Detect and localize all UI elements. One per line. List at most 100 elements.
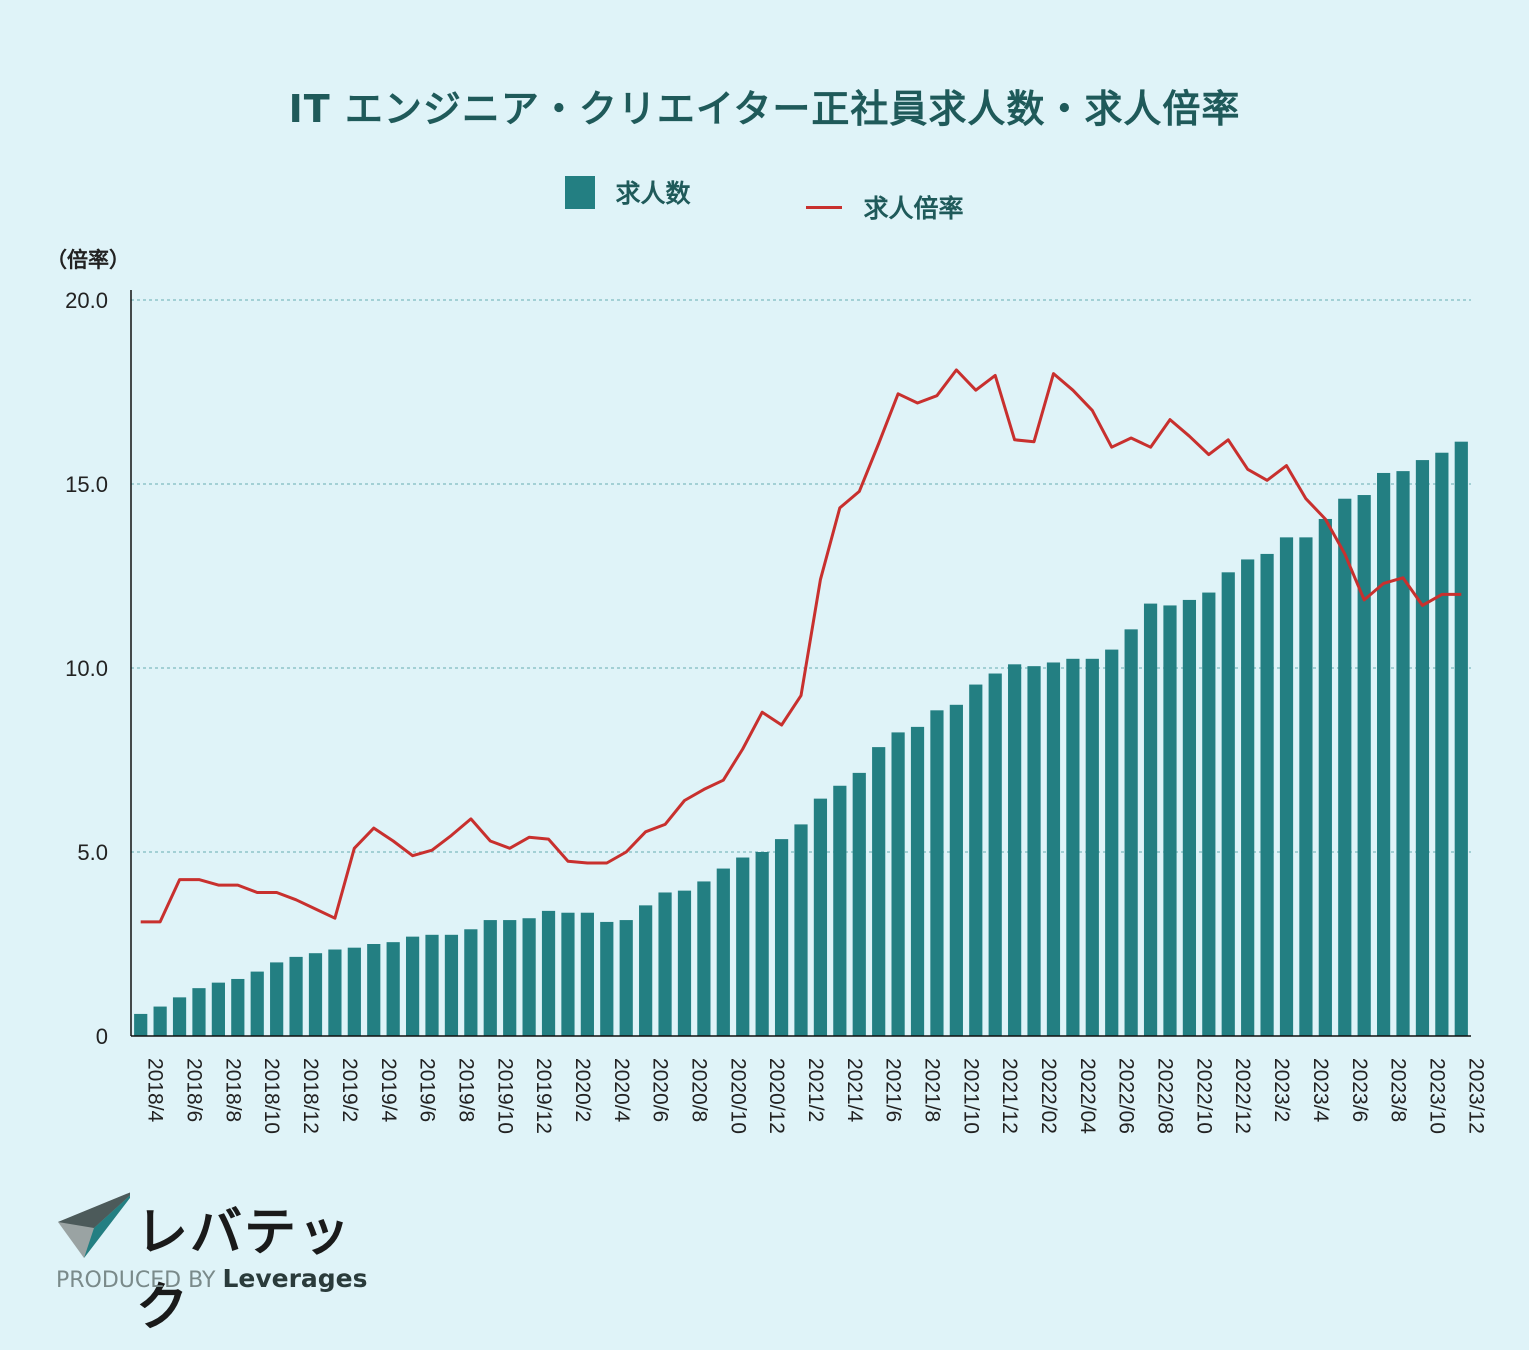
y-axis-unit: （倍率） bbox=[46, 248, 130, 272]
legend-line-swatch bbox=[805, 205, 842, 209]
x-tick-label: 2020/4 bbox=[610, 1058, 633, 1123]
bar bbox=[231, 978, 245, 1036]
chart-title: IT エンジニア・クリエイター正社員求人数・求人倍率 bbox=[288, 87, 1241, 131]
bar bbox=[1202, 592, 1216, 1036]
x-tick-label: 2022/02 bbox=[1037, 1058, 1060, 1134]
x-tick-label: 2021/10 bbox=[959, 1058, 982, 1134]
bar bbox=[541, 910, 556, 1036]
y-tick-label: 15.0 bbox=[65, 472, 108, 497]
bar bbox=[464, 929, 478, 1036]
legend-bar-label: 求人数 bbox=[615, 179, 691, 208]
bar bbox=[910, 726, 925, 1036]
bar bbox=[522, 918, 536, 1036]
x-tick-label: 2019/2 bbox=[338, 1058, 361, 1122]
bar bbox=[600, 921, 614, 1036]
bar bbox=[716, 868, 730, 1036]
bar bbox=[1377, 472, 1391, 1037]
bar bbox=[1318, 518, 1332, 1036]
bar bbox=[677, 890, 692, 1036]
bar bbox=[561, 912, 575, 1036]
bar bbox=[697, 881, 711, 1036]
x-tick-label: 2022/08 bbox=[1154, 1058, 1177, 1134]
bar bbox=[1435, 452, 1449, 1037]
x-tick-label: 2021/2 bbox=[804, 1058, 827, 1122]
x-tick-label: 2020/12 bbox=[765, 1058, 788, 1134]
chart-plot: 0 5.0 10.0 15.0 20.0 2018/4 2018/6 2018/8 2018/1… bbox=[65, 288, 1487, 1134]
bar bbox=[1221, 572, 1235, 1036]
x-tick-label: 2023/8 bbox=[1387, 1058, 1410, 1122]
y-tick-label: 20.0 bbox=[65, 288, 108, 313]
bar bbox=[813, 798, 828, 1036]
x-tick-label: 2019/4 bbox=[377, 1058, 400, 1123]
bar bbox=[833, 785, 847, 1036]
brand-subline: PRODUCED BY Leverages bbox=[56, 1264, 368, 1293]
bar bbox=[444, 934, 459, 1036]
bar bbox=[1260, 553, 1274, 1036]
x-tick-label: 2023/10 bbox=[1425, 1058, 1448, 1134]
x-tick-label: 2018/12 bbox=[299, 1058, 322, 1134]
x-tick-label: 2019/8 bbox=[454, 1058, 477, 1122]
x-tick-label: 2023/12 bbox=[1464, 1058, 1487, 1134]
bar bbox=[755, 852, 769, 1036]
bar bbox=[1105, 649, 1119, 1036]
bar bbox=[1046, 662, 1061, 1036]
bar bbox=[988, 673, 1002, 1036]
bar bbox=[1008, 664, 1022, 1036]
bar bbox=[1279, 537, 1294, 1036]
bar bbox=[134, 1013, 148, 1036]
x-tick-label: 2021/4 bbox=[843, 1058, 866, 1123]
bar bbox=[367, 944, 381, 1036]
x-tick-label: 2018/10 bbox=[260, 1058, 283, 1134]
bar bbox=[425, 934, 439, 1036]
bar bbox=[1182, 599, 1197, 1036]
bar bbox=[1338, 498, 1352, 1037]
y-tick-label: 5.0 bbox=[77, 840, 108, 865]
bar bbox=[289, 956, 303, 1036]
bar bbox=[949, 704, 963, 1036]
x-tick-label: 2023/2 bbox=[1270, 1058, 1293, 1122]
x-tick-label: 2021/12 bbox=[998, 1058, 1021, 1134]
brand-logo: レバテック PRODUCED BY Leverages bbox=[56, 1188, 386, 1338]
x-tick-label: 2018/4 bbox=[144, 1058, 167, 1123]
bar bbox=[1085, 658, 1099, 1036]
bar bbox=[328, 949, 342, 1036]
bar bbox=[211, 982, 225, 1036]
x-tick-label: 2022/10 bbox=[1192, 1058, 1215, 1134]
bar bbox=[1454, 441, 1468, 1036]
x-tick-label: 2018/8 bbox=[221, 1058, 244, 1122]
x-tick-label: 2023/6 bbox=[1348, 1058, 1371, 1122]
x-tick-label: 2022/12 bbox=[1231, 1058, 1254, 1134]
bar bbox=[774, 839, 789, 1036]
bar bbox=[405, 936, 420, 1036]
x-tick-label: 2021/8 bbox=[921, 1058, 944, 1122]
legend: 求人数 求人倍率 bbox=[0, 174, 1529, 225]
bar bbox=[1124, 629, 1138, 1036]
x-tick-label: 2019/6 bbox=[416, 1058, 439, 1122]
bar bbox=[1143, 603, 1158, 1036]
y-tick-label: 10.0 bbox=[65, 656, 108, 681]
bar bbox=[1066, 658, 1080, 1036]
legend-line-label: 求人倍率 bbox=[863, 194, 964, 223]
bar bbox=[386, 942, 400, 1036]
x-tick-label: 2022/06 bbox=[1115, 1058, 1138, 1134]
line-series bbox=[140, 368, 1462, 924]
bar bbox=[503, 920, 517, 1036]
x-tick-label: 2020/6 bbox=[649, 1058, 672, 1122]
bar bbox=[483, 920, 497, 1036]
bar bbox=[1027, 666, 1041, 1036]
bar bbox=[270, 962, 284, 1036]
legend-item-line: 求人倍率 bbox=[805, 189, 964, 225]
bar bbox=[347, 947, 361, 1036]
x-tick-label: 2020/2 bbox=[571, 1058, 594, 1122]
x-tick-label: 2023/4 bbox=[1309, 1058, 1332, 1123]
ratio-line bbox=[140, 368, 1462, 924]
produced-by-text: PRODUCED BY bbox=[56, 1268, 216, 1293]
bar bbox=[172, 997, 187, 1036]
brand-name: レバテック bbox=[136, 1203, 353, 1338]
y-tick-label: 0 bbox=[96, 1024, 108, 1049]
x-tick-label: 2021/6 bbox=[882, 1058, 905, 1122]
bar bbox=[1163, 605, 1177, 1036]
bar bbox=[639, 905, 653, 1036]
bar bbox=[192, 988, 206, 1036]
bar bbox=[153, 1006, 167, 1036]
